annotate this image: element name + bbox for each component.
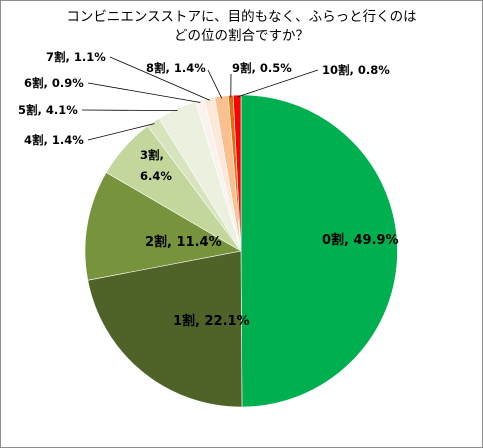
data-label-1割: 1割, 22.1% (173, 313, 250, 329)
data-label-7割: 7割, 1.1% (46, 50, 106, 64)
leader-line-4割 (87, 123, 155, 141)
leader-line-8割 (207, 69, 223, 99)
pie-slice-1割 (87, 250, 243, 408)
data-label-6割: 6割, 0.9% (24, 76, 84, 90)
data-label-3割-value: 6.4% (140, 169, 172, 183)
chart-title-line-1: コンビニエンスストアに、目的もなく、ふらっと行くのは (66, 9, 417, 25)
pie-slice-0割 (240, 94, 398, 408)
data-label-9割: 9割, 0.5% (232, 61, 292, 75)
pie-slice-2割 (84, 172, 242, 281)
leader-line-7割 (109, 56, 210, 101)
data-label-0割: 0割, 49.9% (322, 232, 399, 248)
data-label-10割: 10割, 0.8% (322, 63, 390, 77)
data-label-4割: 4割, 1.4% (24, 133, 84, 147)
data-label-8割: 8割, 1.4% (146, 61, 206, 75)
chart-title-line-2: どの位の割合ですか？ (174, 28, 309, 44)
leader-line-6割 (87, 82, 201, 103)
leader-line-10割 (236, 69, 319, 98)
data-label-3割: 3割, (140, 148, 164, 162)
data-label-5割: 5割, 4.1% (18, 103, 78, 117)
leader-line-5割 (81, 109, 178, 111)
pie-slice-10割 (232, 94, 242, 252)
chart-title: コンビニエンスストアに、目的もなく、ふらっと行くのは どの位の割合ですか？ (0, 8, 483, 46)
data-label-2割: 2割, 11.4% (145, 234, 222, 250)
